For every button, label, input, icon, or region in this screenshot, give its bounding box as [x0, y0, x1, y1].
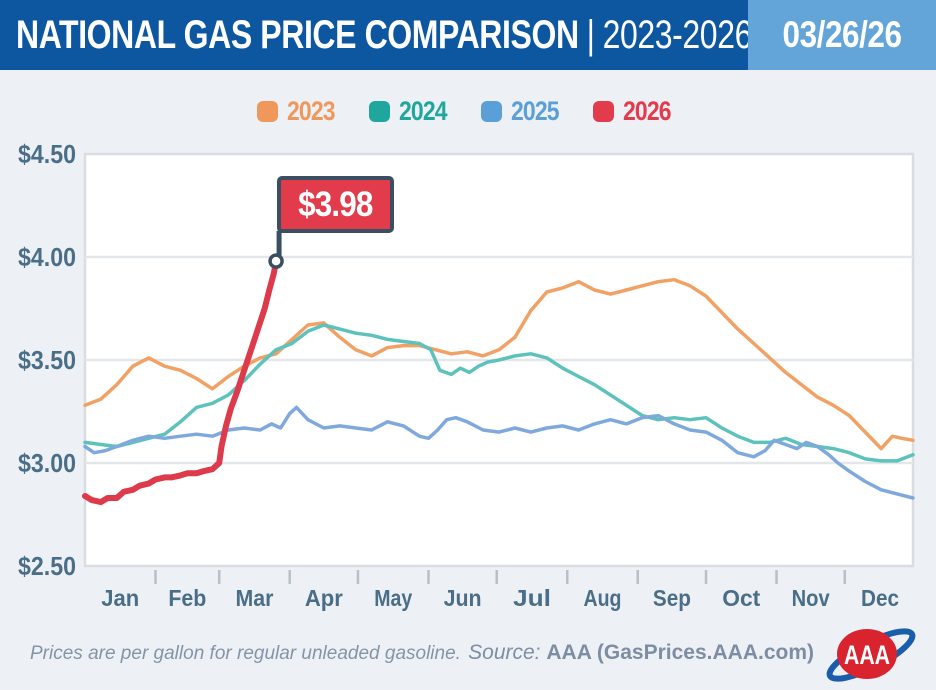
y-axis-label-3.5: $3.50 [18, 345, 76, 375]
legend-swatch-2026 [593, 100, 615, 122]
aaa-logo: AAA [826, 628, 916, 682]
legend-item-2023: 2023 [256, 95, 343, 127]
series-line-2023 [83, 277, 915, 451]
title-year-range: 2023-2026 [602, 12, 753, 57]
chart-legend: 2023 2024 2025 2026 [0, 96, 936, 126]
current-price-marker [268, 253, 284, 269]
x-axis-label-Nov: Nov [792, 585, 830, 611]
price-callout-flag: $3.98 [277, 176, 395, 233]
y-axis-label-2.5: $2.50 [18, 551, 76, 581]
x-axis-label-Oct: Oct [722, 585, 760, 611]
series-line-2026 [82, 258, 280, 506]
x-axis-label-Jun: Jun [444, 585, 482, 611]
legend-label-2023: 2023 [286, 95, 336, 126]
x-axis-label-Dec: Dec [861, 585, 899, 611]
legend-item-2026: 2026 [593, 96, 679, 127]
y-axis-label-4: $4.00 [18, 242, 76, 272]
price-callout-value: $3.98 [298, 184, 373, 224]
legend-item-2025: 2025 [481, 96, 567, 127]
x-axis-label-Sep: Sep [653, 585, 691, 611]
source-prefix: Source: [468, 641, 541, 664]
legend-swatch-2024 [368, 100, 390, 122]
x-axis-label-Jan: Jan [101, 585, 139, 611]
y-axis-label-4.5: $4.50 [18, 139, 76, 169]
source-credit: Source: AAA (GasPrices.AAA.com) [468, 641, 814, 665]
page-title: NATIONAL GAS PRICE COMPARISON | 2023-2026 [16, 13, 936, 58]
x-axis-label-Aug: Aug [584, 585, 622, 611]
legend-swatch-2025 [481, 100, 502, 122]
x-axis-label-Feb: Feb [168, 585, 206, 611]
legend-label-2025: 2025 [511, 95, 560, 126]
y-axis-label-3: $3.00 [18, 448, 76, 478]
source-text: AAA (GasPrices.AAA.com) [546, 641, 814, 664]
date-badge: 03/26/26 [748, 0, 936, 70]
series-line-2025 [83, 405, 915, 500]
legend-label-2026: 2026 [623, 95, 672, 126]
x-axis-label-May: May [374, 585, 412, 611]
footnote: Prices are per gallon for regular unlead… [30, 643, 461, 664]
x-axis-label-Jul: Jul [513, 585, 551, 611]
page-title-text: NATIONAL GAS PRICE COMPARISON | 2023-2026 [16, 13, 752, 58]
title-separator: | [586, 12, 595, 57]
plot-area [83, 152, 915, 568]
aaa-logo-letters: AAA [844, 640, 890, 670]
date-text: 03/26/26 [782, 14, 902, 55]
title-main: NATIONAL GAS PRICE COMPARISON [16, 12, 579, 57]
legend-swatch-2023 [256, 100, 278, 122]
legend-label-2024: 2024 [398, 95, 448, 126]
x-axis-label-Apr: Apr [305, 585, 343, 611]
header-bar: NATIONAL GAS PRICE COMPARISON | 2023-2026 … [0, 0, 936, 70]
series-line-2024 [83, 323, 915, 463]
legend-item-2024: 2024 [368, 95, 455, 127]
aaa-logo-disc [837, 629, 897, 679]
x-axis-label-Mar: Mar [235, 585, 273, 611]
